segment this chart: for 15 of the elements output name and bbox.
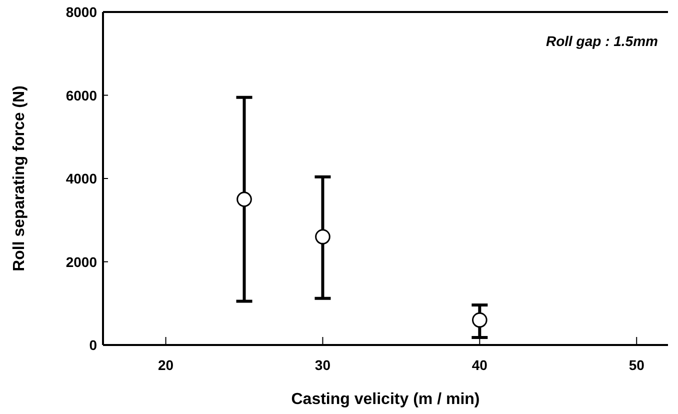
point bbox=[236, 192, 252, 207]
x-tick-label: 20 bbox=[158, 357, 174, 373]
y-axis-title: Roll separating force (N) bbox=[11, 86, 28, 272]
y-tick-label: 2000 bbox=[66, 254, 98, 270]
y-tick-label: 8000 bbox=[66, 4, 98, 20]
annotation: Roll gap : 1.5mm bbox=[546, 33, 658, 49]
x-axis-title: Casting velicity (m / min) bbox=[291, 391, 480, 408]
y-tick-label: 0 bbox=[89, 337, 98, 353]
x-tick-label: 40 bbox=[472, 357, 488, 373]
point bbox=[315, 229, 330, 244]
y-tick-label: 4000 bbox=[66, 170, 98, 186]
point bbox=[472, 312, 488, 328]
x-tick-label: 50 bbox=[628, 357, 645, 373]
y-tick-label: 6000 bbox=[66, 87, 98, 104]
x-tick-label: 30 bbox=[314, 357, 331, 373]
